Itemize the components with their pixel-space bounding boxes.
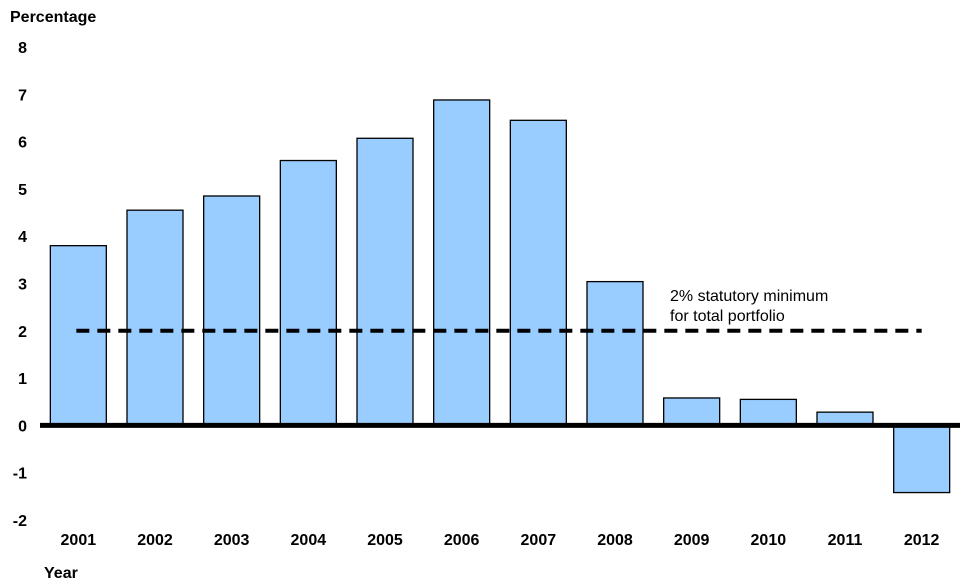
x-tick-label: 2007 <box>521 532 557 549</box>
y-tick-label: 3 <box>18 277 27 294</box>
bar-2006 <box>433 99 491 427</box>
x-tick-label: 2005 <box>367 532 403 549</box>
x-tick-label: 2008 <box>597 532 633 549</box>
bar-2007 <box>509 119 567 427</box>
x-tick-label: 2003 <box>214 532 250 549</box>
reference-label-line1: 2% statutory minimum <box>670 288 828 305</box>
x-tick-label: 2006 <box>444 532 480 549</box>
y-tick-label: 8 <box>18 40 27 57</box>
bar-2010 <box>739 398 797 427</box>
x-axis-label: Year <box>44 565 78 580</box>
y-tick-label: 7 <box>18 87 27 104</box>
x-tick-label: 2010 <box>751 532 787 549</box>
y-tick-label: 0 <box>18 418 27 435</box>
y-tick-label: -1 <box>13 466 27 483</box>
x-tick-label: 2011 <box>828 532 863 549</box>
bar-2001 <box>49 245 107 427</box>
bar-2008 <box>586 280 644 427</box>
x-tick-label: 2004 <box>291 532 327 549</box>
y-tick-label: -2 <box>13 513 27 530</box>
y-tick-label: 6 <box>18 135 27 152</box>
y-tick-label: 1 <box>18 371 27 388</box>
y-tick-label: 5 <box>18 182 27 199</box>
reference-label-line2: for total portfolio <box>670 308 785 325</box>
y-axis-label: Percentage <box>10 9 96 26</box>
x-tick-label: 2001 <box>61 532 97 549</box>
bar-2012 <box>893 424 951 494</box>
x-tick-label: 2009 <box>674 532 710 549</box>
bar-2003 <box>203 195 261 427</box>
y-tick-label: 2 <box>18 324 27 341</box>
x-tick-label: 2012 <box>904 532 940 549</box>
bar-2004 <box>279 159 337 427</box>
bar-2005 <box>356 137 414 427</box>
x-tick-labels: 2001 2002 2003 2004 2005 2006 2007 2008 2009 2010… <box>61 532 940 549</box>
bar-2002 <box>126 209 184 427</box>
x-tick-label: 2002 <box>137 532 173 549</box>
y-tick-label: 4 <box>18 229 27 246</box>
y-tick-labels: -2 -1 0 1 2 3 4 5 6 7 8 <box>13 40 27 530</box>
bars <box>49 99 951 494</box>
bar-2009 <box>663 397 721 427</box>
